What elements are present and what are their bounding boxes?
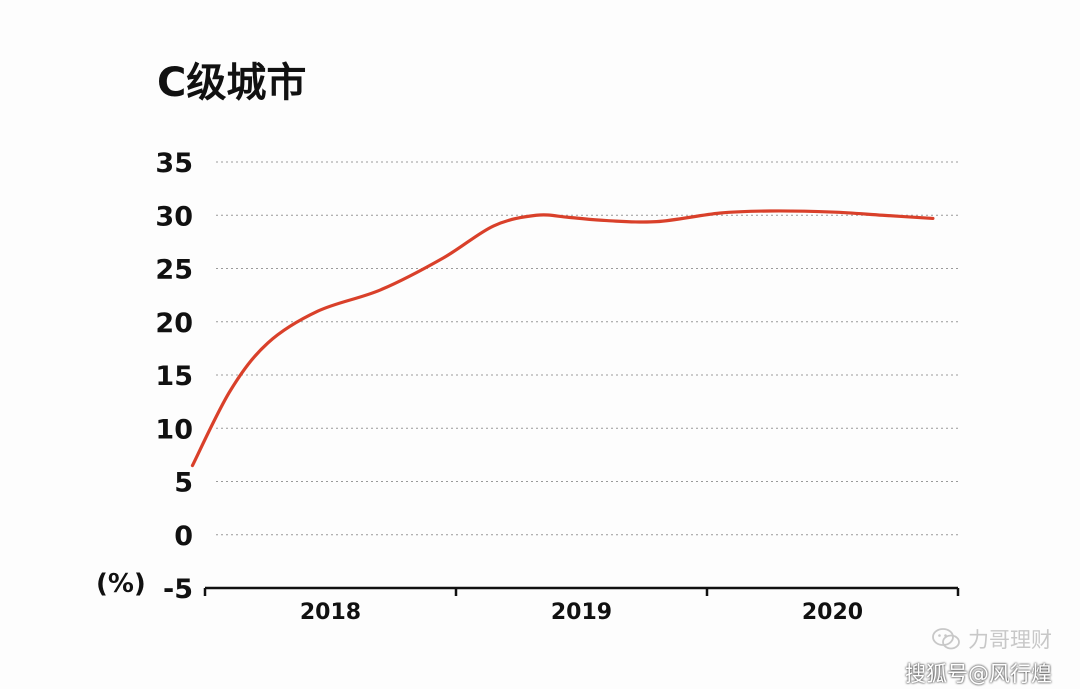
y-tick-label: -5 [163,574,193,605]
y-tick-labels: 35 30 25 20 15 10 5 0 -5 [155,148,193,605]
x-tick-label: 2019 [551,600,612,625]
grid-lines [216,161,958,536]
x-axis [203,586,960,596]
series-line [190,209,935,468]
watermark: 力哥理财 搜狐号@风行煌 [905,624,1052,688]
wechat-icon [932,628,960,650]
y-tick-label: 5 [174,468,193,499]
y-tick-label: 25 [155,255,193,286]
watermark-line2: 搜狐号@风行煌 [905,662,1052,686]
y-tick-label: 15 [155,361,193,392]
y-tick-label: 20 [155,308,193,339]
x-tick-label: 2018 [300,600,361,625]
x-tick-label: 2020 [802,600,863,625]
x-tick-labels: 2018 2019 2020 [300,600,863,625]
y-tick-label: 10 [155,414,193,445]
unit-label: (%) [96,569,146,599]
y-tick-label: 35 [155,148,193,179]
watermark-line1: 力哥理财 [968,628,1052,652]
y-tick-label: 30 [155,201,193,232]
watermark-brand: 力哥理财 [905,624,1052,654]
y-tick-label: 0 [174,521,193,552]
chart-title: C级城市 [157,60,307,106]
